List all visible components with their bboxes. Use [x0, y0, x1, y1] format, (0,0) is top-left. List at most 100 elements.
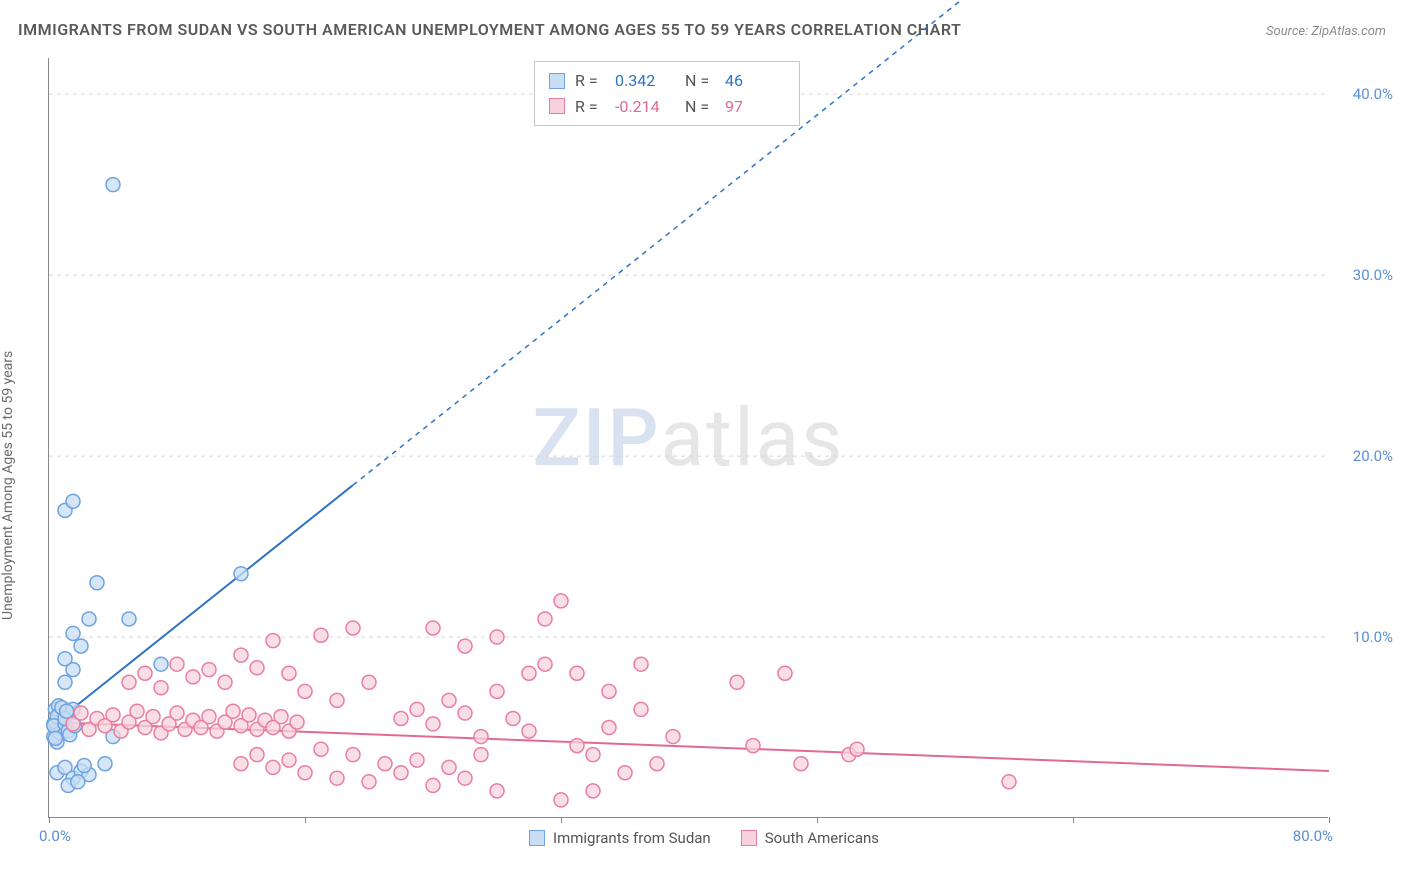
scatter-plot-area: ZIPatlas R = 0.342 N = 46 R = -0.214 N =…	[48, 58, 1328, 818]
data-point-south_american	[266, 634, 280, 648]
data-point-south_american	[234, 757, 248, 771]
data-point-south_american	[554, 793, 568, 807]
data-point-south_american	[330, 771, 344, 785]
data-point-sudan	[234, 567, 248, 581]
stats-swatch-sudan	[549, 73, 565, 89]
data-point-south_american	[242, 708, 256, 722]
legend-item-sudan: Immigrants from Sudan	[529, 829, 711, 847]
data-point-south_american	[314, 742, 328, 756]
data-point-south_american	[586, 784, 600, 798]
data-point-south_american	[1002, 775, 1016, 789]
data-point-south_american	[602, 684, 616, 698]
data-point-south_american	[330, 693, 344, 707]
data-point-south_american	[410, 753, 424, 767]
x-tick-mark	[1329, 817, 1330, 823]
data-point-south_american	[314, 628, 328, 642]
stats-r-value-sudan: 0.342	[615, 68, 675, 94]
data-point-sudan	[77, 759, 91, 773]
data-point-south_american	[458, 706, 472, 720]
data-point-south_american	[730, 675, 744, 689]
data-point-south_american	[282, 666, 296, 680]
data-point-south_american	[522, 666, 536, 680]
data-point-south_american	[586, 748, 600, 762]
data-point-sudan	[71, 775, 85, 789]
data-point-south_american	[122, 675, 136, 689]
data-point-south_american	[634, 702, 648, 716]
data-point-sudan	[106, 178, 120, 192]
y-tick-label: 20.0%	[1353, 447, 1393, 465]
plot-svg	[49, 58, 1328, 817]
data-point-south_american	[426, 621, 440, 635]
data-point-south_american	[570, 739, 584, 753]
data-point-south_american	[666, 730, 680, 744]
data-point-south_american	[138, 666, 152, 680]
source-attribution: Source: ZipAtlas.com	[1266, 24, 1386, 39]
data-point-south_american	[154, 681, 168, 695]
data-point-south_american	[442, 760, 456, 774]
legend-label-south_american: South Americans	[765, 829, 879, 847]
data-point-south_american	[226, 704, 240, 718]
data-point-south_american	[394, 711, 408, 725]
legend-swatch-south_american	[741, 830, 757, 846]
data-point-south_american	[218, 675, 232, 689]
x-tick-mark	[49, 817, 50, 823]
data-point-south_american	[426, 717, 440, 731]
data-point-south_american	[290, 715, 304, 729]
data-point-south_american	[490, 684, 504, 698]
data-point-south_american	[346, 748, 360, 762]
stats-n-value-sudan: 46	[725, 68, 785, 94]
data-point-south_american	[522, 724, 536, 738]
legend-item-south_american: South Americans	[741, 829, 879, 847]
data-point-south_american	[170, 706, 184, 720]
data-point-south_american	[426, 778, 440, 792]
x-tick-mark	[817, 817, 818, 823]
data-point-south_american	[538, 612, 552, 626]
data-point-south_american	[618, 766, 632, 780]
data-point-south_american	[250, 661, 264, 675]
data-point-south_american	[554, 594, 568, 608]
y-tick-label: 40.0%	[1353, 85, 1393, 103]
data-point-sudan	[66, 626, 80, 640]
data-point-south_american	[538, 657, 552, 671]
data-point-south_american	[490, 784, 504, 798]
data-point-south_american	[170, 657, 184, 671]
data-point-sudan	[154, 657, 168, 671]
data-point-sudan	[66, 494, 80, 508]
data-point-south_american	[298, 684, 312, 698]
data-point-south_american	[474, 748, 488, 762]
stats-row-sudan: R = 0.342 N = 46	[549, 68, 785, 94]
data-point-south_american	[282, 753, 296, 767]
chart-title: IMMIGRANTS FROM SUDAN VS SOUTH AMERICAN …	[18, 20, 961, 39]
stats-n-value-south_american: 97	[725, 94, 785, 120]
data-point-south_american	[202, 663, 216, 677]
stats-n-label: N =	[685, 94, 715, 120]
stats-r-value-south_american: -0.214	[615, 94, 675, 120]
data-point-south_american	[850, 742, 864, 756]
data-point-south_american	[634, 657, 648, 671]
data-point-south_american	[202, 710, 216, 724]
legend-label-sudan: Immigrants from Sudan	[553, 829, 711, 847]
trend-line-sudan-dashed	[353, 0, 1297, 485]
stats-swatch-south_american	[549, 98, 565, 114]
data-point-south_american	[474, 730, 488, 744]
data-point-south_american	[442, 693, 456, 707]
legend-swatch-sudan	[529, 830, 545, 846]
data-point-sudan	[58, 652, 72, 666]
data-point-south_american	[378, 757, 392, 771]
x-tick-label: 0.0%	[39, 827, 71, 845]
data-point-south_american	[234, 648, 248, 662]
y-tick-label: 10.0%	[1353, 628, 1393, 646]
stats-r-label: R =	[575, 68, 605, 94]
data-point-south_american	[650, 757, 664, 771]
data-point-south_american	[602, 721, 616, 735]
data-point-sudan	[122, 612, 136, 626]
data-point-south_american	[186, 670, 200, 684]
data-point-sudan	[74, 639, 88, 653]
data-point-south_american	[458, 771, 472, 785]
data-point-south_american	[570, 666, 584, 680]
data-point-sudan	[82, 612, 96, 626]
data-point-south_american	[794, 757, 808, 771]
y-tick-label: 30.0%	[1353, 266, 1393, 284]
data-point-south_american	[362, 675, 376, 689]
data-point-south_american	[506, 711, 520, 725]
